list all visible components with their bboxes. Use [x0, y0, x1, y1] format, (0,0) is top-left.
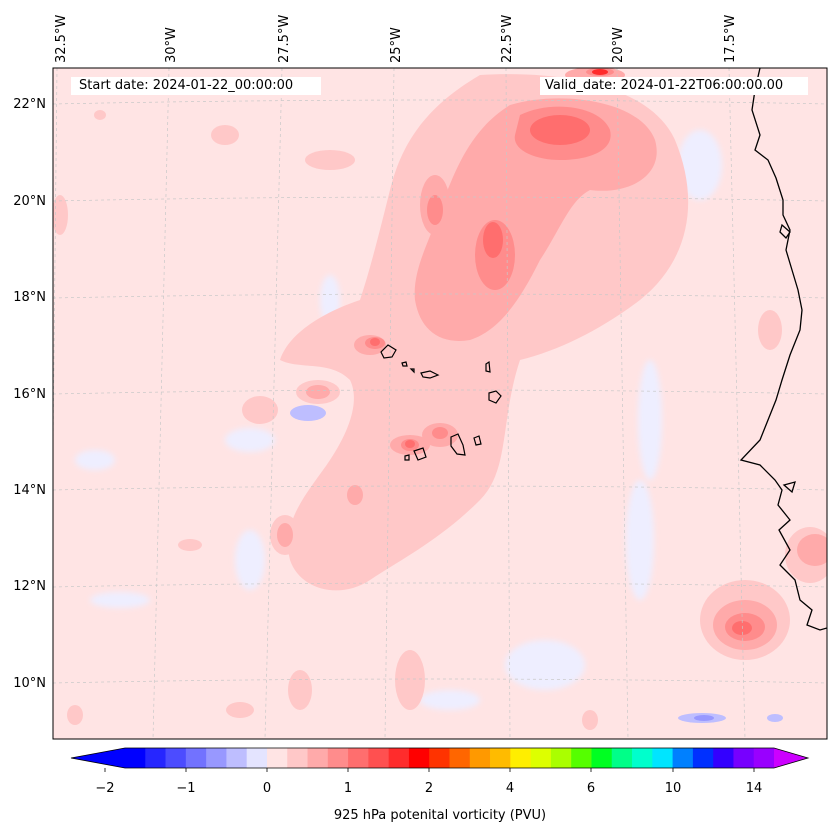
colorbar-cell	[753, 748, 775, 768]
longitude-label: 20°W	[611, 27, 626, 63]
colorbar-cell	[692, 748, 714, 768]
colorbar-cell	[327, 748, 349, 768]
colorbar-ticks	[104, 768, 755, 772]
valid-date-label: Valid_date: 2024-01-22T06:00:00.00	[545, 78, 784, 93]
longitude-label: 25°W	[389, 27, 404, 63]
colorbar-outline	[70, 747, 810, 769]
map-frame	[52, 67, 828, 740]
map-panel	[53, 68, 827, 739]
start-date-label: Start date: 2024-01-22_00:00:00	[79, 78, 294, 93]
colorbar-cell	[125, 748, 146, 768]
negative-pv-patches	[75, 130, 722, 710]
colorbar-cell	[185, 748, 207, 768]
gridlines	[53, 68, 827, 739]
colorbar-cell	[510, 748, 532, 768]
longitude-label: 17.5°W	[723, 14, 738, 63]
start-date-box	[71, 77, 321, 95]
colorbar-tick-label: −2	[95, 781, 115, 796]
colorbar-cell	[611, 748, 633, 768]
colorbar-cell	[408, 748, 430, 768]
valid-date-box	[540, 77, 808, 95]
colorbar	[70, 747, 810, 772]
colorbar-under-arrow	[71, 748, 125, 768]
colorbar-tick-label: 1	[343, 781, 353, 796]
longitude-label: 30°W	[164, 27, 179, 63]
colorbar-cell	[266, 748, 288, 768]
latitude-label: 10°N	[13, 676, 46, 691]
colorbar-cell	[307, 748, 329, 768]
colorbar-cell	[388, 748, 410, 768]
colorbar-cell	[145, 748, 166, 768]
longitude-label: 32.5°W	[54, 14, 69, 63]
colorbar-cell	[368, 748, 390, 768]
colorbar-cell	[348, 748, 369, 768]
colorbar-tick-label: 14	[745, 781, 763, 796]
longitude-label: 27.5°W	[277, 14, 292, 63]
colorbar-cell	[287, 748, 308, 768]
colorbar-cell	[226, 748, 248, 768]
colorbar-tick-label: 4	[505, 781, 515, 796]
colorbar-tick-label: 0	[262, 781, 272, 796]
colorbar-tick-label: 2	[424, 781, 434, 796]
colorbar-cells	[125, 748, 775, 768]
latitude-label: 18°N	[13, 290, 46, 305]
latitude-label: 16°N	[13, 387, 46, 402]
colorbar-cell	[550, 748, 572, 768]
colorbar-cell	[713, 748, 734, 768]
colorbar-tick-label: −1	[176, 781, 196, 796]
colorbar-cell	[672, 748, 694, 768]
colorbar-cell	[571, 748, 592, 768]
colorbar-cell	[165, 748, 187, 768]
colorbar-cell	[429, 748, 450, 768]
latitude-label: 12°N	[13, 579, 46, 594]
latitude-label: 14°N	[13, 483, 46, 498]
longitude-label: 22.5°W	[500, 14, 515, 63]
colorbar-cell	[632, 748, 653, 768]
colorbar-cell	[449, 748, 471, 768]
colorbar-cell	[733, 748, 755, 768]
positive-pv-level-4	[370, 69, 752, 635]
coastline-africa	[739, 68, 827, 631]
colorbar-cell	[469, 748, 491, 768]
colorbar-cell	[490, 748, 511, 768]
colorbar-cell	[591, 748, 613, 768]
colorbar-tick-label: 10	[664, 781, 682, 796]
colorbar-cell	[530, 748, 552, 768]
cape-verde-islands	[380, 344, 502, 461]
colorbar-cell	[206, 748, 227, 768]
colorbar-title: 925 hPa potenital vorticity (PVU)	[333, 808, 547, 823]
latitude-label: 22°N	[13, 97, 46, 112]
colorbar-cell	[246, 748, 268, 768]
colorbar-cell	[652, 748, 673, 768]
colorbar-tick-label: 6	[586, 781, 596, 796]
latitude-label: 20°N	[13, 194, 46, 209]
colorbar-over-arrow	[774, 748, 808, 768]
